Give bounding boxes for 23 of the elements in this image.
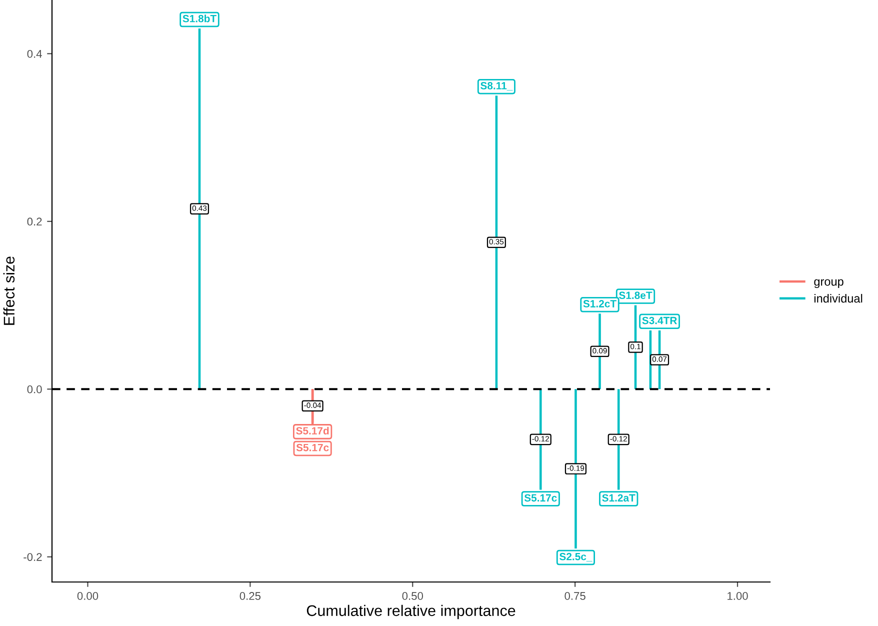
x-tick-label: 0.50 [402, 592, 424, 600]
annotation: S1.2aT [602, 494, 636, 502]
x-tick-label: 0.75 [564, 592, 586, 600]
annotation: S5.17c [524, 494, 557, 502]
x-tick-label: 1.00 [728, 592, 748, 600]
y-tick-label: -0.2 [24, 553, 42, 561]
annotation: S1.8bT [182, 14, 216, 22]
y-tick-label: 0.2 [27, 218, 42, 226]
annotation: S1.2cT [583, 300, 616, 308]
annotation: S5.17d [296, 426, 329, 434]
x-axis-title: Cumulative relative importance [306, 604, 516, 620]
y-axis-title: Effect size [3, 256, 15, 325]
annotation: S2.5c_ [560, 552, 592, 562]
annotation: S8.11_ [480, 82, 513, 91]
annotation: S1.8eT [619, 292, 652, 300]
legend-label: group [814, 279, 844, 288]
x-tick-label: 0.00 [77, 592, 98, 600]
y-tick-label: 0.4 [27, 50, 42, 58]
annotation: S5.17c [296, 444, 329, 452]
y-tick-label: 0.0 [27, 385, 42, 394]
legend-label: individual [814, 294, 862, 303]
annotation: S3.4TR [642, 316, 677, 324]
x-tick-label: 0.25 [240, 592, 261, 600]
